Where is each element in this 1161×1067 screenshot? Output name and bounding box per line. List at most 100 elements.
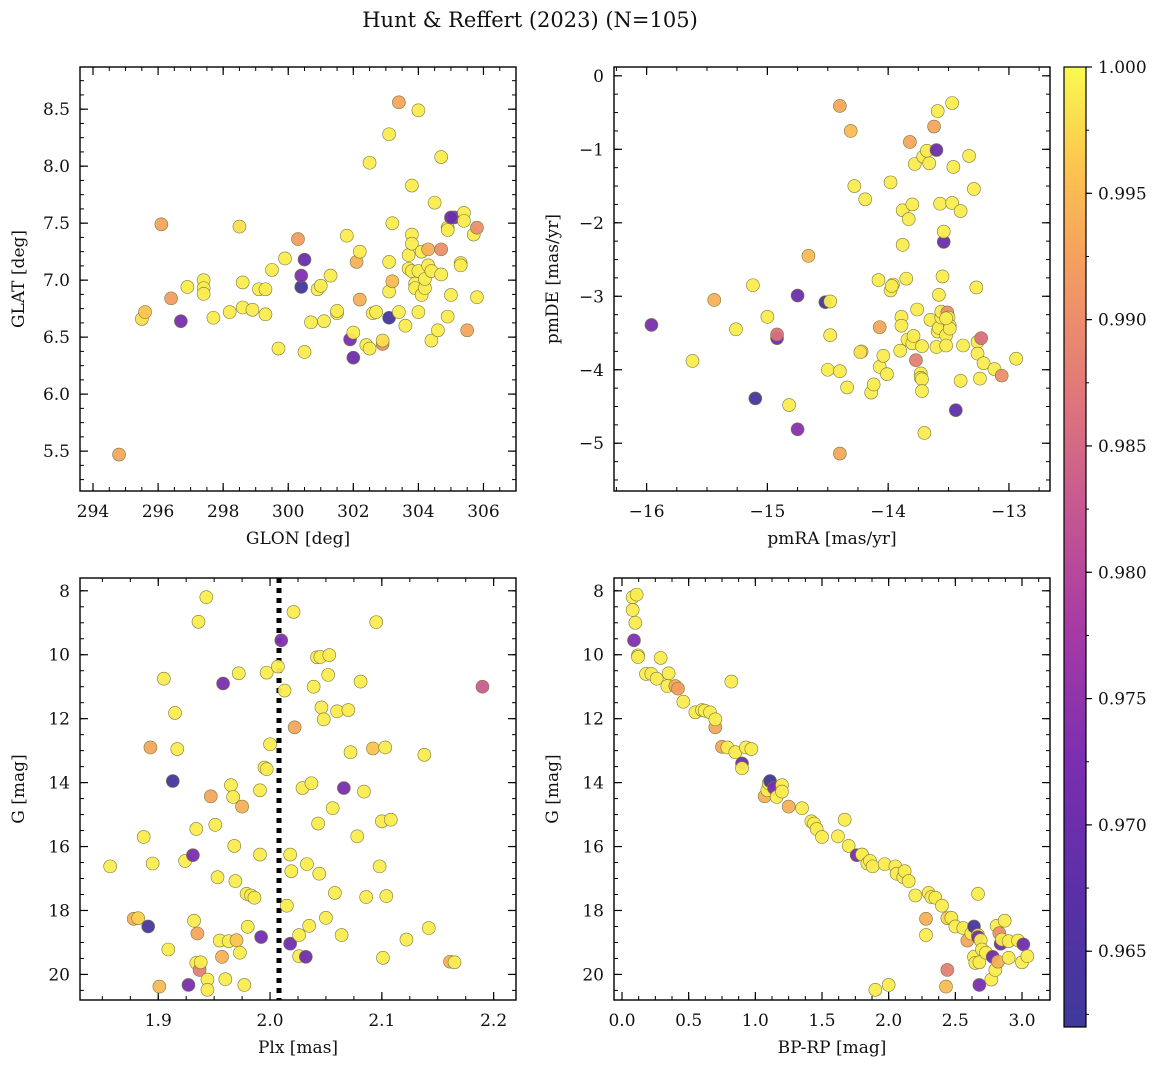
data-point — [1009, 351, 1023, 366]
data-point — [357, 784, 371, 799]
data-point — [311, 816, 325, 831]
data-point — [186, 848, 200, 862]
data-point — [258, 307, 273, 322]
data-point — [286, 605, 301, 619]
data-point — [362, 155, 377, 170]
data-point — [258, 282, 273, 297]
data-point — [231, 666, 246, 681]
data-point — [259, 762, 274, 776]
data-point — [782, 398, 796, 412]
data-point — [837, 812, 852, 827]
y-axis-label: G [mag] — [543, 754, 563, 823]
x-tick-label: −16 — [629, 502, 665, 522]
data-point — [208, 818, 223, 832]
data-point — [299, 950, 313, 964]
x-tick-label: 0.0 — [608, 1011, 635, 1031]
data-point — [833, 99, 847, 113]
y-tick-label: 7.0 — [43, 271, 70, 291]
x-tick-label: 0.5 — [675, 1011, 702, 1031]
data-point — [969, 280, 984, 295]
y-tick-label: 8 — [593, 582, 604, 602]
data-point — [790, 288, 805, 303]
data-point — [405, 178, 419, 193]
data-point — [313, 279, 328, 293]
data-point — [930, 104, 945, 118]
data-point — [631, 650, 645, 664]
y-tick-label: 20 — [48, 965, 70, 985]
data-point — [746, 278, 760, 293]
data-point — [424, 333, 439, 348]
data-point — [841, 839, 856, 853]
data-point — [434, 267, 448, 282]
data-point — [383, 812, 398, 827]
data-point — [321, 668, 335, 682]
y-tick-label: −5 — [579, 434, 604, 454]
data-point — [170, 742, 185, 756]
data-point — [801, 249, 816, 263]
data-point — [226, 790, 240, 804]
panel-pm: −16 −15 −14 −13 0 −1 −2 −3 −4 −5 pmRA [mas/yr] pmDE… — [543, 66, 1051, 549]
data-point — [216, 676, 230, 691]
data-point — [218, 972, 233, 987]
y-tick-label: −1 — [579, 140, 604, 160]
data-point — [421, 242, 435, 257]
data-point — [744, 742, 759, 756]
data-point — [840, 380, 854, 395]
x-tick-label: −13 — [991, 502, 1027, 522]
data-point — [729, 322, 743, 337]
data-point — [939, 311, 953, 326]
data-point — [434, 150, 448, 164]
data-point — [935, 269, 950, 284]
data-point — [917, 426, 932, 440]
data-point — [337, 781, 351, 795]
data-point — [254, 930, 268, 944]
data-point — [343, 745, 358, 760]
x-axis-label: Plx [mas] — [258, 1038, 338, 1058]
colorbar: 0.965 0.970 0.975 0.980 0.985 0.990 0.995 1.000 — [1063, 58, 1147, 1028]
data-point — [431, 323, 445, 338]
data-point — [359, 890, 373, 904]
data-point — [932, 287, 946, 302]
data-point — [644, 318, 659, 332]
data-point — [939, 338, 953, 353]
data-point — [306, 679, 321, 694]
data-point — [369, 615, 384, 629]
data-point — [157, 671, 171, 686]
data-point — [411, 305, 426, 319]
data-point — [919, 911, 933, 926]
data-point — [304, 776, 319, 791]
data-point — [470, 220, 484, 235]
x-tick-label: 1.0 — [742, 1011, 769, 1031]
data-point — [392, 305, 406, 319]
data-point — [224, 778, 238, 792]
data-point — [411, 103, 426, 118]
x-tick-label: 1.9 — [145, 1011, 172, 1031]
data-point — [915, 384, 929, 398]
data-point — [392, 95, 406, 110]
data-point — [770, 327, 784, 342]
data-point — [994, 368, 1009, 383]
data-point — [312, 866, 327, 881]
data-point — [280, 898, 294, 913]
y-tick-label: 8.5 — [43, 100, 70, 120]
data-point — [629, 587, 644, 602]
x-tick-label: 2.5 — [942, 1011, 969, 1031]
y-tick-label: −2 — [579, 214, 604, 234]
data-point — [935, 898, 949, 913]
data-point — [820, 362, 835, 377]
data-point — [232, 219, 247, 234]
data-point — [953, 204, 968, 218]
data-point — [735, 761, 749, 776]
y-tick-label: 20 — [582, 965, 604, 985]
data-point — [945, 196, 959, 210]
axes-frame — [79, 577, 517, 1001]
data-point — [962, 149, 976, 163]
data-point — [872, 320, 887, 334]
data-point — [628, 615, 643, 630]
data-point — [314, 700, 329, 715]
data-point — [190, 926, 205, 941]
data-point — [152, 979, 167, 994]
data-point — [909, 353, 923, 367]
panel-glon-glat: 294 296 298 300 302 304 306 5.5 6.0 6.5 7.0 7.5 8.0 8… — [9, 66, 517, 549]
x-tick-label: 296 — [142, 502, 174, 522]
